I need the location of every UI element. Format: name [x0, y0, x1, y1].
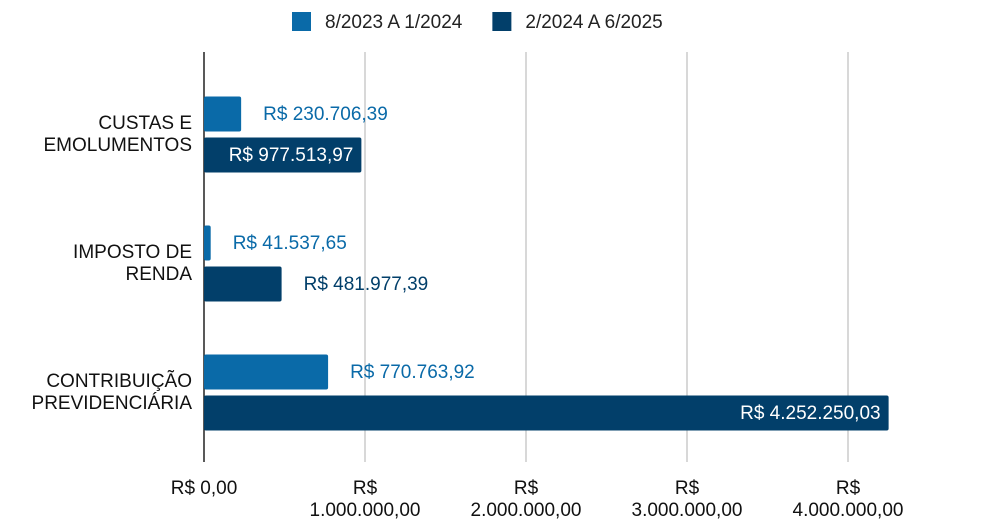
bar	[204, 96, 242, 132]
value-label: R$ 41.537,65	[233, 233, 347, 254]
bar	[204, 137, 362, 173]
x-tick-label: R$ 3.000.000,00	[631, 478, 743, 519]
value-label: R$ 4.252.250,03	[740, 403, 881, 424]
bar	[204, 266, 282, 302]
bar	[204, 354, 329, 390]
value-label: R$ 481.977,39	[304, 274, 429, 295]
y-tick-label: CONTRIBUIÇÃO PREVIDENCIÁRIA	[31, 370, 192, 414]
value-label: R$ 977.513,97	[229, 145, 354, 166]
value-label: R$ 230.706,39	[263, 104, 388, 125]
y-tick-label: CUSTAS E EMOLUMENTOS	[43, 112, 192, 156]
legend-label: 2/2024 A 6/2025	[525, 12, 662, 33]
bar	[204, 225, 211, 261]
x-tick-label: R$ 1.000.000,00	[309, 478, 421, 519]
legend-label: 8/2023 A 1/2024	[325, 12, 463, 33]
bar	[204, 395, 889, 431]
x-tick-label: R$ 4.000.000,00	[792, 478, 904, 519]
x-tick-label: R$ 0,00	[170, 478, 238, 499]
x-tick-label: R$ 2.000.000,00	[470, 478, 582, 519]
value-label: R$ 770.763,92	[350, 362, 475, 383]
legend-swatch	[292, 12, 311, 31]
y-tick-label: IMPOSTO DE RENDA	[73, 241, 192, 285]
legend-swatch	[492, 12, 512, 31]
